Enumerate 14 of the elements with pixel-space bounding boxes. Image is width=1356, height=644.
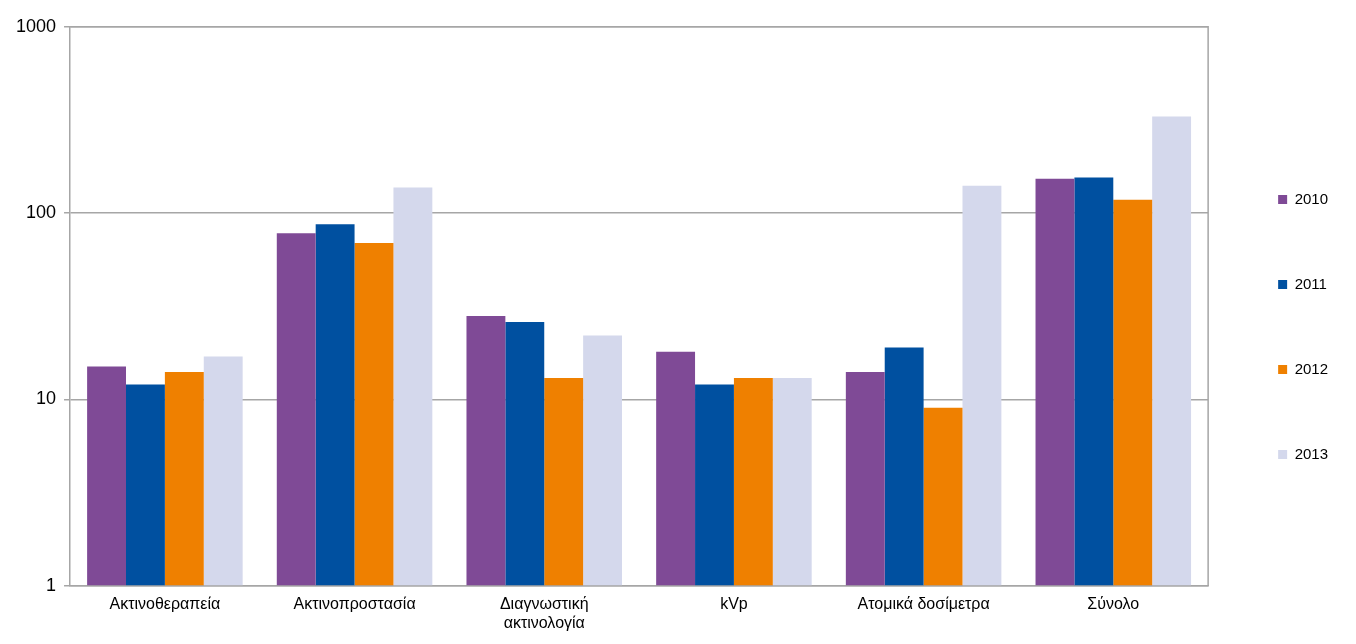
x-tick-label: kVp <box>720 594 748 612</box>
x-tick-label: Ατομικά δοσίμετρα <box>857 594 990 612</box>
legend-label: 2013 <box>1294 444 1329 462</box>
legend-label: 2011 <box>1294 274 1327 292</box>
x-tick-label: Ακτινοπροστασία <box>293 594 416 612</box>
y-tick-label: 1000 <box>16 15 57 36</box>
y-tick-label: 100 <box>26 202 57 223</box>
y-tick-label: 10 <box>36 388 57 409</box>
x-tick-label: Σύνολο <box>1087 594 1140 612</box>
legend-label: 2012 <box>1294 359 1329 377</box>
x-tick-label: Διαγνωστική ακτινολογία <box>499 594 589 631</box>
x-tick-label: Ακτινοθεραπεία <box>109 594 221 612</box>
y-tick-label: 1 <box>46 574 57 595</box>
legend-label: 2010 <box>1294 189 1329 207</box>
